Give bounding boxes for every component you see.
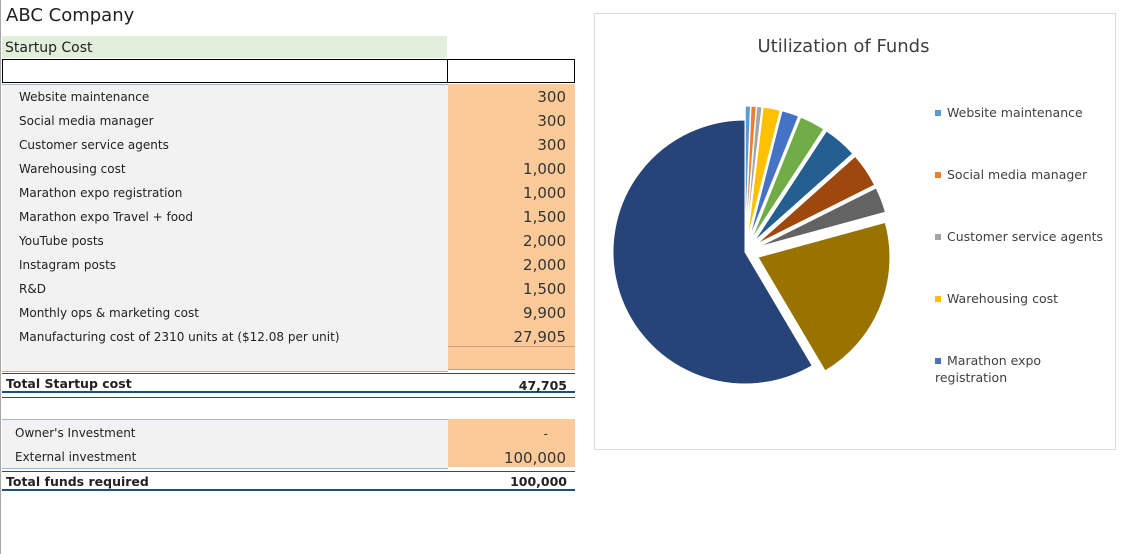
cost-item-value[interactable]: 300 xyxy=(537,136,566,154)
legend-entry[interactable]: Marathon expo registration xyxy=(935,352,1041,386)
cost-item-label[interactable]: Customer service agents xyxy=(19,138,169,152)
pie-slice[interactable] xyxy=(748,110,800,239)
company-name: ABC Company xyxy=(6,5,135,26)
legend-swatch xyxy=(935,295,941,302)
total-funds-row[interactable]: Total funds required 100,000 xyxy=(2,471,575,491)
pie-slice[interactable] xyxy=(747,106,781,239)
funding-label[interactable]: External investment xyxy=(15,450,137,464)
cost-items-block xyxy=(2,84,448,372)
cost-item-label[interactable]: Website maintenance xyxy=(19,90,150,104)
total-funds-label: Total funds required xyxy=(6,474,149,489)
funding-value[interactable]: - xyxy=(543,427,548,441)
pie-slice[interactable] xyxy=(612,119,813,385)
legend-entry[interactable]: Website maintenance xyxy=(935,104,1083,121)
legend-entry[interactable]: Warehousing cost xyxy=(935,290,1058,307)
legend-swatch xyxy=(935,171,941,178)
cost-item-value[interactable]: 1,000 xyxy=(523,184,566,202)
cost-item-label[interactable]: Marathon expo Travel + food xyxy=(19,210,193,224)
legend-text: Website maintenance xyxy=(947,105,1083,120)
legend-text: Warehousing cost xyxy=(947,291,1059,306)
cost-item-value[interactable]: 1,500 xyxy=(523,280,566,298)
section-title[interactable]: Startup Cost xyxy=(2,36,447,58)
cost-item-label[interactable]: Marathon expo registration xyxy=(19,186,183,200)
pie-slice[interactable] xyxy=(757,187,887,248)
pie-slice[interactable] xyxy=(753,130,854,242)
funding-values-block xyxy=(448,419,575,467)
legend-entry[interactable]: Customer service agents xyxy=(935,228,1103,245)
funding-value[interactable]: 100,000 xyxy=(503,449,566,467)
cost-item-value[interactable]: 1,000 xyxy=(523,160,566,178)
cost-values-block xyxy=(448,84,575,370)
legend-swatch xyxy=(935,109,941,116)
empty-value-cell[interactable] xyxy=(448,346,575,370)
total-startup-row[interactable]: Total Startup cost 47,705 xyxy=(2,373,575,393)
cost-item-label[interactable]: Social media manager xyxy=(19,114,154,128)
header-cell-value[interactable] xyxy=(447,59,575,83)
total-startup-value: 47,705 xyxy=(518,378,567,393)
cost-item-value[interactable]: 300 xyxy=(537,88,566,106)
cost-item-label[interactable]: Warehousing cost xyxy=(19,162,126,176)
cost-item-value[interactable]: 9,900 xyxy=(523,304,566,322)
total-funds-value: 100,000 xyxy=(510,474,567,489)
pie-chart-plot xyxy=(612,105,891,385)
legend-text: registration xyxy=(935,370,1008,385)
header-cell-label[interactable] xyxy=(2,59,448,83)
legend-swatch xyxy=(935,357,941,364)
cost-item-label[interactable]: R&D xyxy=(19,282,46,296)
sheet-left-border xyxy=(0,0,1,554)
pie-chart[interactable]: Utilization of Funds Website maintenance… xyxy=(594,13,1116,450)
cost-item-label[interactable]: Instagram posts xyxy=(19,258,117,272)
legend-text: Marathon expo xyxy=(947,353,1042,368)
pie-slice[interactable] xyxy=(744,105,752,239)
cost-item-value[interactable]: 2,000 xyxy=(523,256,566,274)
cost-item-label[interactable]: YouTube posts xyxy=(19,234,104,248)
legend-text: Customer service agents xyxy=(947,229,1104,244)
funding-block xyxy=(2,419,448,469)
separator-line xyxy=(2,397,575,398)
cost-item-label[interactable]: Monthly ops & marketing cost xyxy=(19,306,199,320)
cost-item-value[interactable]: 2,000 xyxy=(523,232,566,250)
legend-text: Social media manager xyxy=(947,167,1088,182)
cost-item-value[interactable]: 300 xyxy=(537,112,566,130)
legend-swatch xyxy=(935,233,941,240)
pie-slice[interactable] xyxy=(757,221,891,372)
cost-item-value[interactable]: 27,905 xyxy=(513,328,567,346)
pie-slice[interactable] xyxy=(745,105,763,239)
funding-label[interactable]: Owner's Investment xyxy=(15,426,136,440)
legend-entry[interactable]: Social media manager xyxy=(935,166,1087,183)
pie-slice[interactable] xyxy=(745,105,757,239)
cost-item-label[interactable]: Manufacturing cost of 2310 units at ($12… xyxy=(19,330,340,344)
cost-item-value[interactable]: 1,500 xyxy=(523,208,566,226)
pie-slice[interactable] xyxy=(756,155,876,245)
pie-slice[interactable] xyxy=(751,116,825,240)
chart-title: Utilization of Funds xyxy=(757,36,930,57)
total-startup-label: Total Startup cost xyxy=(6,376,132,391)
